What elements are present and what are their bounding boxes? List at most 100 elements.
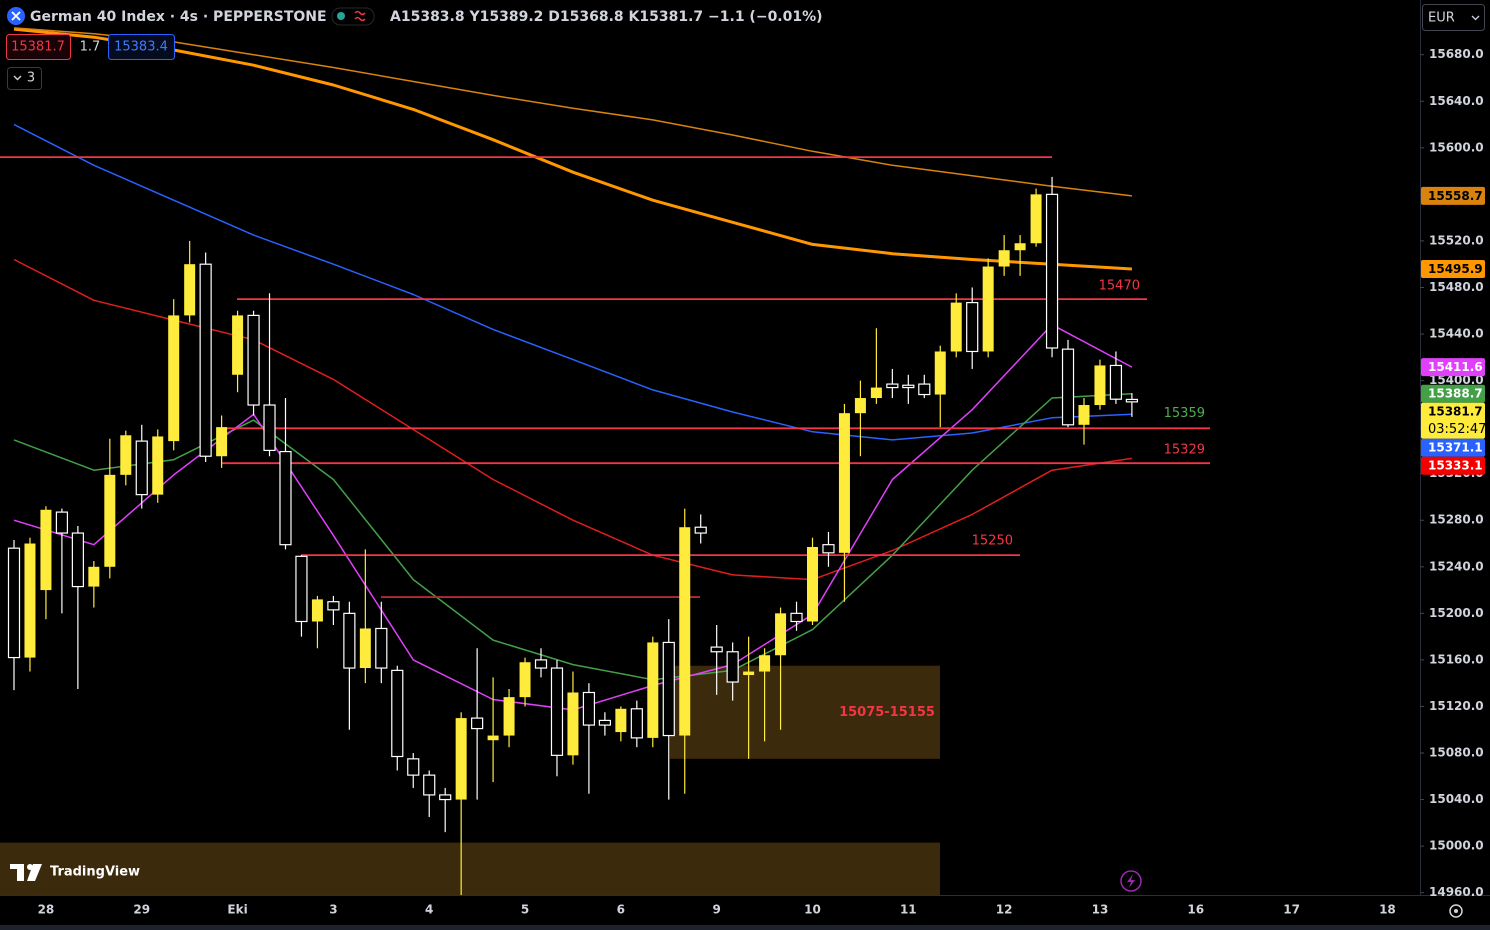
candle-body [104, 474, 116, 567]
y-tick-label: 15640.0 [1429, 94, 1484, 108]
candle-body [902, 384, 915, 389]
candle-body [439, 794, 452, 801]
ohlc-value: 15381.7 [639, 9, 703, 25]
candle-body [918, 383, 931, 396]
candle-body [120, 435, 132, 475]
candle-body [982, 266, 994, 352]
candle-body [807, 547, 818, 622]
settings-button[interactable] [1449, 904, 1463, 918]
chevron [1471, 15, 1480, 21]
candle-body [359, 628, 371, 669]
candle-body [311, 599, 323, 622]
x-tick-label: 5 [521, 903, 529, 917]
candle-body [1094, 365, 1106, 406]
market-status[interactable] [337, 12, 345, 20]
candle-body [822, 544, 835, 554]
price-badge [1421, 438, 1485, 457]
candle-body [71, 532, 84, 588]
candle-body [471, 717, 484, 730]
candle-body [662, 641, 675, 737]
price-badge-label: 15558.7 [1428, 189, 1483, 203]
x-tick-label: 18 [1379, 903, 1396, 917]
x-tick-label: 3 [329, 903, 337, 917]
moving-average [13, 27, 1132, 271]
candle-body [679, 527, 691, 736]
ohlc-label: Y [468, 9, 480, 25]
candle-body [550, 667, 564, 756]
x-tick-label: 4 [425, 903, 433, 917]
ohlc-label: A [390, 9, 401, 25]
candle-body [615, 708, 627, 733]
candle-body [375, 627, 388, 669]
zone [0, 842, 940, 895]
candle-body [279, 450, 292, 546]
candle-body [790, 612, 803, 623]
bid-price: 15381.7 [11, 40, 65, 55]
candle-body [232, 315, 244, 375]
x-tick-label: 10 [804, 903, 821, 917]
candle-body [710, 646, 723, 653]
symbol-icon-glyph [11, 11, 21, 21]
symbol-title[interactable]: German 40 Index · 4s · PEPPERSTONE [30, 9, 327, 25]
candle-body [870, 387, 882, 399]
y-tick-label: 15200.0 [1429, 606, 1484, 620]
price-badge-label: 15371.1 [1428, 441, 1483, 455]
logo[interactable]: TradingView [50, 865, 140, 880]
x-tick-label: Eki [227, 903, 247, 917]
indicators-toggle[interactable] [7, 67, 42, 90]
plot-area: 15075-15155 15470 15359 15329 15250 [0, 27, 1210, 895]
price-badge-label: 15388.7 [1428, 387, 1483, 401]
level-label: 15329 [1164, 443, 1205, 458]
y-tick-label: 15280.0 [1429, 513, 1484, 527]
x-tick-label: 29 [133, 903, 150, 917]
buy-button[interactable] [108, 34, 175, 60]
y-tick-label: 15600.0 [1429, 140, 1484, 154]
sell-button[interactable] [6, 34, 71, 60]
news-button[interactable] [1120, 870, 1142, 892]
x-tick-label: 9 [713, 903, 721, 917]
ohlc-label: D [548, 9, 560, 25]
candle-body [503, 697, 515, 736]
candle-body [327, 601, 340, 611]
y-tick-label: 15680.0 [1429, 47, 1484, 61]
candle-body [998, 250, 1010, 267]
candle-body [759, 655, 771, 672]
candle-body [598, 719, 611, 726]
level-label: 15470 [1099, 279, 1140, 294]
y-tick-label: 14960.0 [1429, 885, 1484, 899]
chevron [13, 75, 22, 81]
price-badge [1421, 358, 1485, 377]
candle-body [263, 404, 276, 452]
candle-body [455, 718, 467, 800]
change: −1.1 (−0.01%) [708, 9, 823, 25]
price-badge-label: 15411.6 [1428, 360, 1483, 374]
settings-icon [1454, 909, 1458, 913]
ohlc-label: K [629, 9, 641, 25]
candle-body [567, 692, 579, 756]
candle-body [407, 758, 420, 776]
candle-body [1014, 243, 1026, 251]
y-tick-label: 15400.0 [1429, 373, 1484, 387]
candle-body [1078, 405, 1090, 425]
currency-select[interactable] [1422, 4, 1485, 31]
level-label: 15250 [972, 534, 1013, 549]
candle-body [199, 263, 212, 457]
candle-body [135, 440, 148, 496]
candle-body [1125, 398, 1139, 403]
ohlc-value: 15368.8 [560, 9, 624, 25]
price-badge-label: 15495.9 [1428, 262, 1483, 276]
zone-label: 15075-15155 [839, 705, 935, 720]
y-tick-label: 15160.0 [1429, 652, 1484, 666]
candle-body [88, 566, 100, 587]
y-tick-label: 15080.0 [1429, 746, 1484, 760]
candle-body [950, 302, 962, 352]
price-badge [1421, 402, 1485, 439]
y-tick-label: 15240.0 [1429, 559, 1484, 573]
level-label: 15359 [1164, 406, 1205, 421]
candle-body [694, 526, 707, 534]
status-pill [331, 7, 375, 26]
logo-icon [10, 864, 42, 881]
y-tick-label: 15000.0 [1429, 839, 1484, 853]
